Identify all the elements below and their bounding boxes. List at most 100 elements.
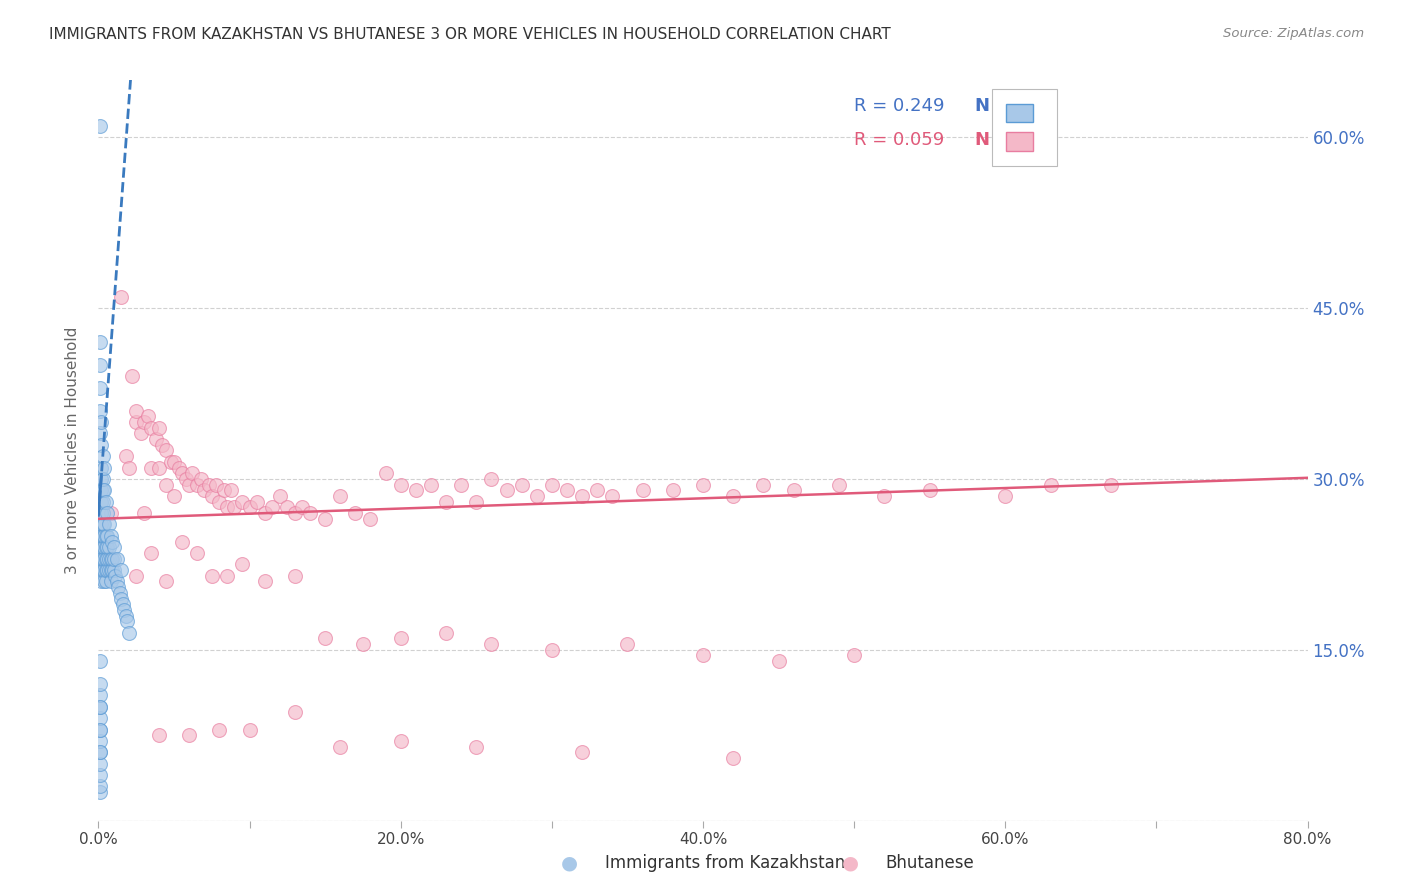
Point (873, 489, 896, 503)
Point (155, 443, 177, 458)
Point (918, 483, 941, 498)
Point (253, 506, 276, 520)
Point (208, 494, 231, 508)
Text: N = 110: N = 110 (976, 130, 1054, 148)
Point (360, 512, 382, 526)
Point (299, 506, 322, 520)
Point (89, 768, 111, 782)
Point (91, 483, 114, 498)
Point (284, 506, 307, 520)
Text: ●: ● (561, 854, 578, 873)
Point (291, 500, 314, 515)
Point (844, 648, 866, 663)
Point (197, 477, 219, 491)
Point (405, 483, 427, 498)
Point (103, 563, 125, 577)
Point (115, 615, 138, 629)
Point (111, 597, 134, 611)
Point (93, 541, 115, 555)
Point (105, 551, 128, 566)
Point (374, 467, 396, 481)
Point (602, 489, 624, 503)
Point (616, 637, 638, 651)
Point (90, 563, 112, 577)
Point (91, 551, 114, 566)
Point (91, 529, 114, 543)
Point (481, 637, 503, 651)
Point (89, 689, 111, 703)
Text: R = 0.059: R = 0.059 (855, 130, 945, 148)
Point (90, 517, 112, 532)
Point (526, 489, 548, 503)
Point (190, 472, 212, 486)
Point (148, 460, 170, 475)
Point (93, 563, 115, 577)
Text: Bhutanese: Bhutanese (886, 855, 974, 872)
Point (1039, 477, 1062, 491)
Point (114, 608, 136, 623)
Point (110, 563, 132, 577)
Point (93, 551, 115, 566)
Point (389, 632, 412, 646)
Point (103, 541, 125, 555)
Point (215, 500, 238, 515)
Point (148, 728, 170, 742)
Point (90, 529, 112, 543)
Text: N = 90: N = 90 (976, 97, 1043, 115)
Point (465, 494, 488, 508)
Point (89, 677, 111, 691)
Point (90, 460, 112, 475)
Point (125, 415, 148, 429)
Point (89, 654, 111, 668)
Point (90, 472, 112, 486)
Point (352, 637, 374, 651)
Point (246, 494, 269, 508)
Point (571, 489, 593, 503)
Point (90, 415, 112, 429)
Point (101, 534, 124, 549)
Point (179, 477, 201, 491)
Point (98, 551, 121, 566)
Point (193, 483, 215, 498)
Point (108, 586, 131, 600)
Point (231, 558, 253, 572)
Point (94, 574, 117, 589)
Point (239, 723, 262, 737)
Point (89, 358, 111, 372)
Point (276, 500, 298, 515)
Point (163, 489, 186, 503)
Point (269, 489, 291, 503)
Point (89, 699, 111, 714)
Point (110, 290, 132, 304)
Point (125, 403, 148, 417)
Point (100, 551, 122, 566)
Point (389, 734, 412, 748)
Point (91, 449, 114, 463)
Point (89, 699, 111, 714)
Point (94, 494, 117, 508)
Y-axis label: 3 or more Vehicles in Household: 3 or more Vehicles in Household (65, 326, 80, 574)
Point (692, 477, 714, 491)
Point (344, 506, 367, 520)
Point (262, 500, 284, 515)
Point (148, 420, 170, 434)
Point (91, 494, 114, 508)
Point (89, 711, 111, 725)
Point (91, 506, 114, 520)
Point (90, 541, 112, 555)
Point (90, 438, 112, 452)
Point (540, 477, 562, 491)
Point (89, 745, 111, 759)
Point (170, 467, 193, 481)
Point (132, 506, 155, 520)
Point (201, 568, 224, 582)
Point (100, 574, 122, 589)
Point (167, 460, 190, 475)
Point (89, 785, 111, 799)
Point (89, 723, 111, 737)
Point (118, 460, 141, 475)
Point (91, 541, 114, 555)
Point (434, 494, 457, 508)
Point (179, 728, 201, 742)
Point (89, 745, 111, 759)
